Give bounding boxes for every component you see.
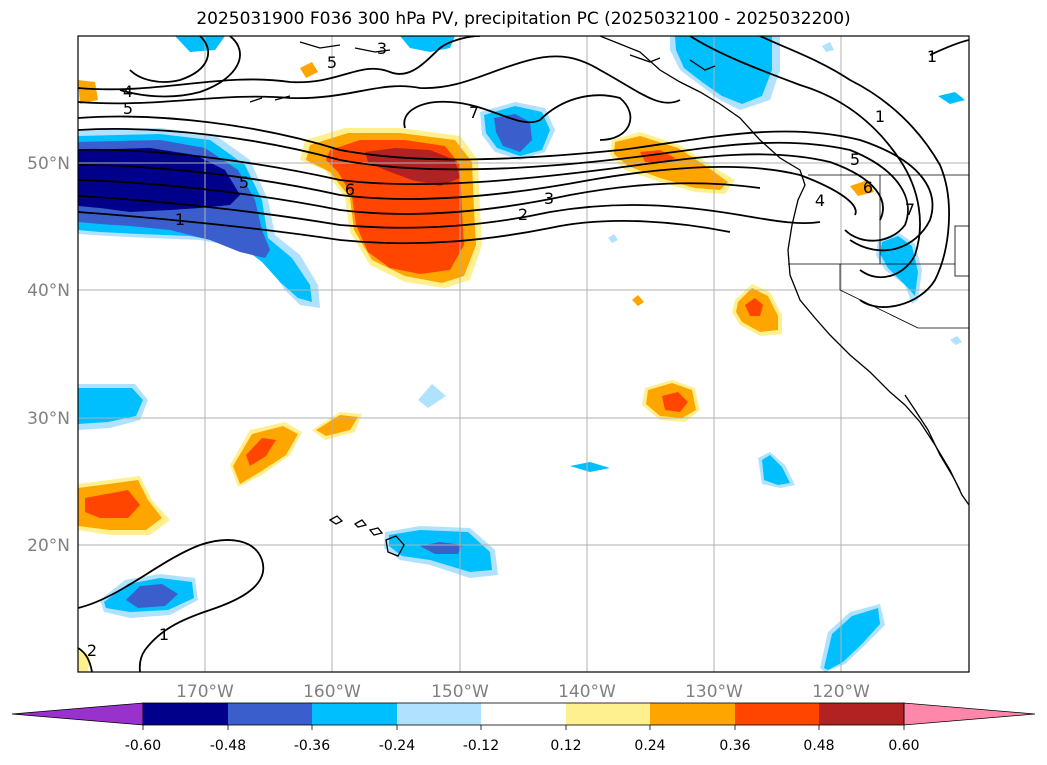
- gridlines: [78, 36, 969, 672]
- negative-speck-top: [822, 42, 834, 52]
- lon-tick: 160°W: [303, 682, 361, 702]
- colorbar-tick-marks: [142, 725, 905, 730]
- colorbar-segment: [735, 703, 819, 725]
- colorbar-segment: [566, 703, 650, 725]
- negative-speck-east: [950, 336, 962, 345]
- negative-speck-140w: [570, 462, 610, 472]
- contour-label: 3: [377, 39, 387, 58]
- lat-tick: 40°N: [27, 281, 70, 301]
- positive-speck-nw: [78, 80, 98, 104]
- contour-label: 7: [905, 200, 915, 219]
- colorbar-tick: -0.60: [125, 738, 161, 754]
- contour-label: 5: [850, 150, 860, 169]
- colorbar-segment: [312, 703, 397, 725]
- chart-title: 2025031900 F036 300 hPa PV, precipitatio…: [196, 9, 851, 29]
- contour-label: 2: [518, 205, 528, 224]
- contour-labels: 4 5 5 6 1 7 2 3 5 3 1 1 5 6 4 7 1 2: [87, 39, 937, 660]
- colorbar-tick: -0.36: [294, 738, 330, 754]
- contour-label: 1: [159, 625, 169, 644]
- lon-tick: 140°W: [558, 682, 616, 702]
- negative-speck-138w: [608, 234, 618, 243]
- colorbar-tick: -0.24: [379, 738, 415, 754]
- colorbar-extend-max: [903, 702, 1036, 726]
- contour-label: 6: [345, 180, 355, 199]
- contour-label: 4: [123, 82, 133, 101]
- contour-label: 3: [544, 189, 554, 208]
- negative-blob-125w: [758, 452, 795, 488]
- colorbar: -0.60 -0.48 -0.36 -0.24 -0.12 0.12 0.24 …: [11, 702, 1036, 754]
- map-frame: [77, 35, 970, 673]
- colorbar-tick: 0.36: [719, 738, 750, 754]
- positive-blob-133w: [642, 380, 700, 422]
- negative-blob-se: [820, 604, 885, 672]
- positive-speck-top: [300, 62, 318, 78]
- lon-tick: 170°W: [176, 682, 234, 702]
- contour-label: 4: [815, 191, 825, 210]
- colorbar-segment: [228, 703, 312, 725]
- contour-label: 1: [927, 47, 937, 66]
- negative-speck-150w: [418, 384, 446, 408]
- colorbar-frame: [142, 702, 905, 726]
- negative-blob-north: [480, 102, 555, 160]
- positive-speck-138w: [632, 295, 644, 306]
- colorbar-segment: [819, 703, 904, 725]
- negative-speck-ne: [938, 92, 965, 104]
- colorbar-segment: [481, 703, 566, 725]
- lat-tick-labels: 20°N 30°N 40°N 50°N: [27, 154, 70, 556]
- positive-blob-165w: [230, 412, 362, 487]
- lon-tick-labels: 170°W 160°W 150°W 140°W 130°W 120°W: [176, 682, 870, 702]
- contour-label: 5: [123, 99, 133, 118]
- colorbar-tick: -0.48: [210, 738, 246, 754]
- colorbar-extend-min: [11, 702, 144, 726]
- colorbar-tick: 0.48: [803, 738, 834, 754]
- negative-band-west: [78, 128, 320, 308]
- colorbar-segment: [650, 703, 735, 725]
- colorbar-tick: 0.12: [550, 738, 581, 754]
- contour-label: 7: [469, 103, 479, 122]
- coastlines: [249, 36, 969, 557]
- positive-blob-central: [300, 128, 482, 288]
- pv-contours: [78, 36, 969, 672]
- lat-tick: 20°N: [27, 536, 70, 556]
- borders: [788, 174, 969, 329]
- negative-blob-hawaii: [384, 526, 498, 578]
- lon-tick: 150°W: [431, 682, 489, 702]
- contour-label: 1: [875, 107, 885, 126]
- colorbar-tick: 0.24: [634, 738, 665, 754]
- positive-blob-west-23n: [78, 476, 170, 535]
- positive-speck-ne: [850, 180, 874, 196]
- contour-label: 5: [239, 173, 249, 192]
- contour-label: 2: [87, 641, 97, 660]
- lon-tick: 120°W: [812, 682, 870, 702]
- lat-tick: 30°N: [27, 409, 70, 429]
- colorbar-tick: -0.12: [463, 738, 499, 754]
- contour-label: 1: [175, 210, 185, 229]
- contour-label: 5: [327, 53, 337, 72]
- colorbar-segment: [143, 703, 228, 725]
- lon-tick: 130°W: [685, 682, 743, 702]
- positive-blob-ca-offshore: [732, 284, 782, 336]
- lat-tick: 50°N: [27, 154, 70, 174]
- contour-label: 6: [863, 178, 873, 197]
- colorbar-tick-labels: -0.60 -0.48 -0.36 -0.24 -0.12 0.12 0.24 …: [125, 738, 920, 754]
- negative-blob-alaska: [670, 36, 780, 110]
- colorbar-tick: 0.60: [888, 738, 919, 754]
- colorbar-segment: [397, 703, 481, 725]
